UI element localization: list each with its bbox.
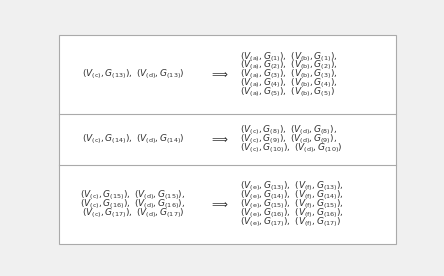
Text: $(V_{(\mathrm{e})},G_{(16)}),\ (V_{(\mathrm{f})},G_{(16)}),$: $(V_{(\mathrm{e})},G_{(16)}),\ (V_{(\mat…: [240, 206, 343, 220]
Text: $(V_{(\mathrm{c})},G_{(17)}),\ (V_{(\mathrm{d})},G_{(17)})$: $(V_{(\mathrm{c})},G_{(17)}),\ (V_{(\mat…: [82, 206, 184, 220]
Text: $(V_{(\mathrm{a})},G_{(4)}),\ (V_{(\mathrm{b})},G_{(4)}),$: $(V_{(\mathrm{a})},G_{(4)}),\ (V_{(\math…: [240, 76, 337, 90]
Text: $(V_{(\mathrm{e})},G_{(17)}),\ (V_{(\mathrm{f})},G_{(17)})$: $(V_{(\mathrm{e})},G_{(17)}),\ (V_{(\mat…: [240, 215, 341, 229]
Text: $(V_{(\mathrm{a})},G_{(3)}),\ (V_{(\mathrm{b})},G_{(3)}),$: $(V_{(\mathrm{a})},G_{(3)}),\ (V_{(\math…: [240, 68, 337, 81]
Text: $(V_{(\mathrm{c})},G_{(14)}),\ (V_{(\mathrm{d})},G_{(14)})$: $(V_{(\mathrm{c})},G_{(14)}),\ (V_{(\mat…: [82, 132, 184, 146]
Text: $(V_{(\mathrm{a})},G_{(2)}),\ (V_{(\mathrm{b})},G_{(2)}),$: $(V_{(\mathrm{a})},G_{(2)}),\ (V_{(\math…: [240, 59, 337, 72]
Text: $(V_{(\mathrm{c})},G_{(8)}),\ (V_{(\mathrm{d})},G_{(8)}),$: $(V_{(\mathrm{c})},G_{(8)}),\ (V_{(\math…: [240, 124, 337, 137]
Text: $(V_{(\mathrm{e})},G_{(13)}),\ (V_{(\mathrm{f})},G_{(13)}),$: $(V_{(\mathrm{e})},G_{(13)}),\ (V_{(\mat…: [240, 180, 343, 193]
Text: $(V_{(\mathrm{c})},G_{(10)}),\ (V_{(\mathrm{d})},G_{(10)})$: $(V_{(\mathrm{c})},G_{(10)}),\ (V_{(\mat…: [240, 141, 342, 155]
Text: $(V_{(\mathrm{c})},G_{(9)}),\ (V_{(\mathrm{d})},G_{(9)}),$: $(V_{(\mathrm{c})},G_{(9)}),\ (V_{(\math…: [240, 132, 337, 146]
Text: $(V_{(\mathrm{c})},G_{(13)}),\ (V_{(\mathrm{d})},G_{(13)})$: $(V_{(\mathrm{c})},G_{(13)}),\ (V_{(\mat…: [82, 68, 184, 81]
Text: $\Longrightarrow$: $\Longrightarrow$: [209, 199, 229, 209]
Text: $(V_{(\mathrm{e})},G_{(14)}),\ (V_{(\mathrm{f})},G_{(14)}),$: $(V_{(\mathrm{e})},G_{(14)}),\ (V_{(\mat…: [240, 189, 343, 202]
FancyBboxPatch shape: [59, 35, 396, 243]
Text: $\Longrightarrow$: $\Longrightarrow$: [209, 70, 229, 79]
Text: $(V_{(\mathrm{e})},G_{(15)}),\ (V_{(\mathrm{f})},G_{(15)}),$: $(V_{(\mathrm{e})},G_{(15)}),\ (V_{(\mat…: [240, 197, 343, 211]
Text: $\Longrightarrow$: $\Longrightarrow$: [209, 134, 229, 144]
Text: $(V_{(\mathrm{a})},G_{(5)}),\ (V_{(\mathrm{b})},G_{(5)})$: $(V_{(\mathrm{a})},G_{(5)}),\ (V_{(\math…: [240, 85, 334, 99]
Text: $(V_{(\mathrm{c})},G_{(16)}),\ (V_{(\mathrm{d})},G_{(16)}),$: $(V_{(\mathrm{c})},G_{(16)}),\ (V_{(\mat…: [80, 197, 186, 211]
Text: $(V_{(\mathrm{a})},G_{(1)}),\ (V_{(\mathrm{b})},G_{(1)}),$: $(V_{(\mathrm{a})},G_{(1)}),\ (V_{(\math…: [240, 50, 337, 63]
Text: $(V_{(\mathrm{c})},G_{(15)}),\ (V_{(\mathrm{d})},G_{(15)}),$: $(V_{(\mathrm{c})},G_{(15)}),\ (V_{(\mat…: [80, 189, 186, 202]
